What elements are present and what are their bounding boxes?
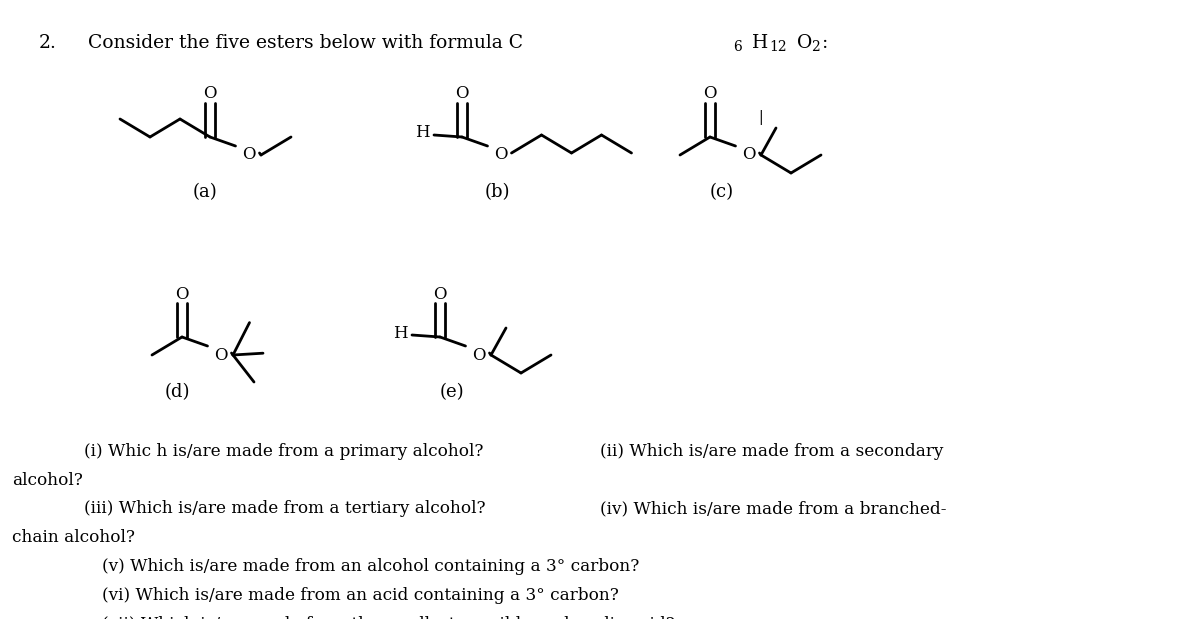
Text: (iv) Which is/are made from a branched-: (iv) Which is/are made from a branched-	[600, 500, 947, 517]
Text: O: O	[214, 347, 227, 363]
Text: (iii) Which is/are made from a tertiary alcohol?: (iii) Which is/are made from a tertiary …	[84, 500, 486, 517]
Text: (c): (c)	[710, 183, 734, 201]
Text: (i) Whic h is/are made from a primary alcohol?: (i) Whic h is/are made from a primary al…	[84, 443, 484, 459]
Text: 2.: 2.	[38, 34, 56, 52]
Text: H: H	[415, 124, 430, 142]
Text: H: H	[752, 34, 769, 52]
Text: (vi) Which is/are made from an acid containing a 3° carbon?: (vi) Which is/are made from an acid cont…	[102, 587, 619, 604]
Text: H: H	[394, 324, 408, 342]
Text: O: O	[797, 34, 812, 52]
Text: Consider the five esters below with formula C: Consider the five esters below with form…	[88, 34, 523, 52]
Text: (e): (e)	[439, 383, 464, 401]
Text: O: O	[472, 347, 485, 363]
Text: O: O	[241, 147, 256, 163]
Text: O: O	[175, 285, 188, 303]
Text: O: O	[493, 147, 508, 163]
Text: :: :	[822, 34, 828, 52]
Text: (vii) Which is/are made from the smallest possible carboxylic acid?: (vii) Which is/are made from the smalles…	[102, 616, 674, 619]
Text: O: O	[455, 85, 469, 103]
Text: O: O	[433, 285, 446, 303]
Text: 2: 2	[811, 40, 820, 54]
Text: (ii) Which is/are made from a secondary: (ii) Which is/are made from a secondary	[600, 443, 943, 459]
Text: 6: 6	[733, 40, 742, 54]
Text: (b): (b)	[485, 183, 510, 201]
Text: 12: 12	[769, 40, 787, 54]
Text: |: |	[758, 110, 763, 125]
Text: O: O	[703, 85, 716, 103]
Text: chain alcohol?: chain alcohol?	[12, 529, 134, 546]
Text: alcohol?: alcohol?	[12, 472, 83, 488]
Text: O: O	[742, 147, 755, 163]
Text: O: O	[203, 85, 217, 103]
Text: (a): (a)	[193, 183, 217, 201]
Text: (v) Which is/are made from an alcohol containing a 3° carbon?: (v) Which is/are made from an alcohol co…	[102, 558, 640, 574]
Text: (d): (d)	[164, 383, 190, 401]
